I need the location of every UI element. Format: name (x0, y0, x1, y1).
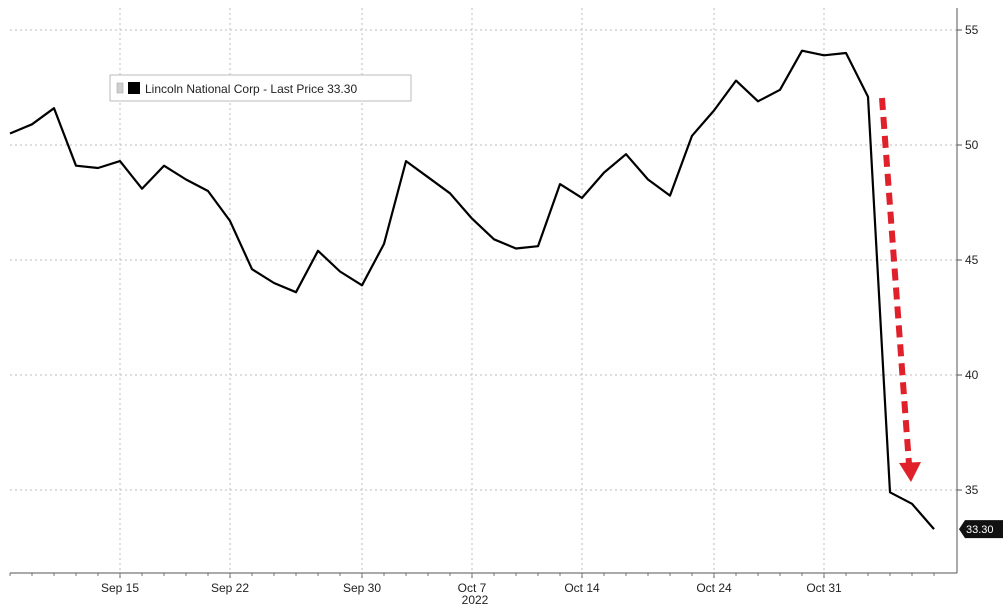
y-tick-label: 35 (965, 483, 979, 497)
legend: Lincoln National Corp - Last Price 33.30 (109, 74, 412, 102)
last-price-tag (959, 520, 1003, 539)
legend-label: Lincoln National Corp - Last Price 33.30 (145, 82, 357, 96)
x-tick-label: Oct 14 (564, 581, 600, 595)
x-tick-label: Oct 7 (458, 581, 487, 595)
arrow-annotation-head (899, 462, 921, 482)
x-tick-label: Sep 22 (211, 581, 249, 595)
legend-toggle-icon (116, 82, 124, 94)
annotation-group (879, 97, 921, 482)
gridlines (10, 8, 957, 573)
arrow-annotation-shaft (879, 97, 912, 465)
legend-box (109, 74, 412, 102)
x-tick-label: Sep 15 (101, 581, 139, 595)
y-tick-label: 55 (965, 23, 979, 37)
series-group: 33.30 (9, 49, 1003, 539)
y-tick-label: 45 (965, 253, 979, 267)
y-tick-label: 50 (965, 138, 979, 152)
legend-swatch (128, 82, 140, 94)
last-price-label: 33.30 (966, 524, 994, 536)
x-year-label: 2022 (462, 593, 489, 606)
y-tick-label: 40 (965, 368, 979, 382)
x-tick-label: Oct 24 (696, 581, 732, 595)
axes: 35 40 45 50 55 Sep 15 Sep 22 Sep 30 Oct 7 Oct 14 O… (9, 8, 979, 606)
x-tick-label: Sep 30 (343, 581, 381, 595)
x-tick-label: Oct 31 (806, 581, 842, 595)
